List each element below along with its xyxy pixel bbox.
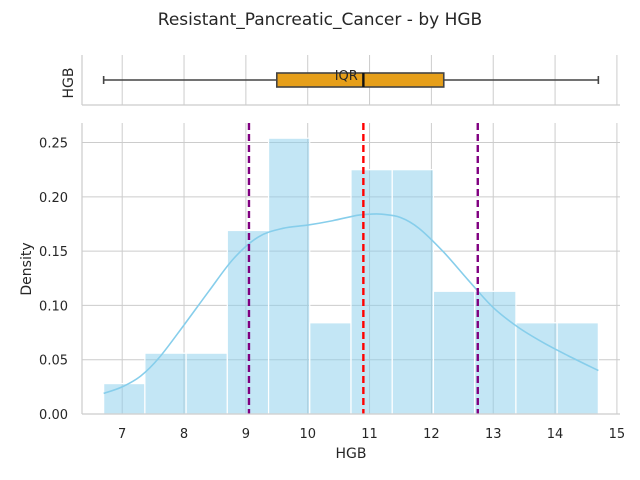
histogram-bar (103, 382, 146, 415)
y-tick-label: 0.25 (39, 137, 68, 152)
boxplot-iqr-label: IQR (335, 69, 358, 84)
x-tick-label: 15 (609, 427, 626, 442)
y-tick-label: 0.15 (39, 245, 68, 260)
x-tick-label: 10 (299, 427, 316, 442)
histogram-bar (556, 322, 599, 415)
boxplot-ylabel: HGB (61, 68, 77, 99)
reference-lines (247, 123, 479, 414)
x-tick-label: 9 (242, 427, 250, 442)
y-tick-label: 0.05 (39, 354, 68, 369)
histogram-bar (432, 290, 476, 415)
histogram-bar (309, 322, 352, 415)
x-tick-label: 8 (180, 427, 188, 442)
y-tick-labels: 0.00 0.05 0.10 0.15 0.20 0.25 (39, 137, 68, 423)
y-tick-label: 0.20 (39, 191, 68, 206)
histogram-bar (185, 352, 228, 415)
boxplot-iqr-box (275, 72, 445, 88)
y-tick-label: 0.10 (39, 299, 68, 314)
boxplot-panel: HGB IQR (61, 55, 620, 106)
histogram-bar (267, 137, 311, 415)
histogram-bar (515, 322, 558, 415)
y-tick-label: 0.00 (39, 408, 68, 423)
x-tick-label: 12 (423, 427, 440, 442)
x-axis-label: HGB (336, 446, 367, 462)
histogram-panel: 7 8 9 10 11 12 13 14 15 0.00 0.05 0.10 0.15 0.20 0.25… (19, 123, 625, 462)
histogram-bar (144, 352, 187, 415)
histogram-bar (350, 169, 393, 415)
x-tick-label: 14 (547, 427, 564, 442)
x-tick-label: 13 (485, 427, 502, 442)
x-tick-label: 11 (361, 427, 378, 442)
x-tick-label: 7 (118, 427, 126, 442)
histogram-bar (391, 169, 435, 415)
x-tick-labels: 7 8 9 10 11 12 13 14 15 (118, 427, 625, 442)
kde-curve (103, 213, 599, 395)
histogram-bars (103, 137, 599, 415)
chart-title: Resistant_Pancreatic_Cancer - by HGB (158, 10, 482, 30)
y-axis-label: Density (19, 242, 35, 295)
